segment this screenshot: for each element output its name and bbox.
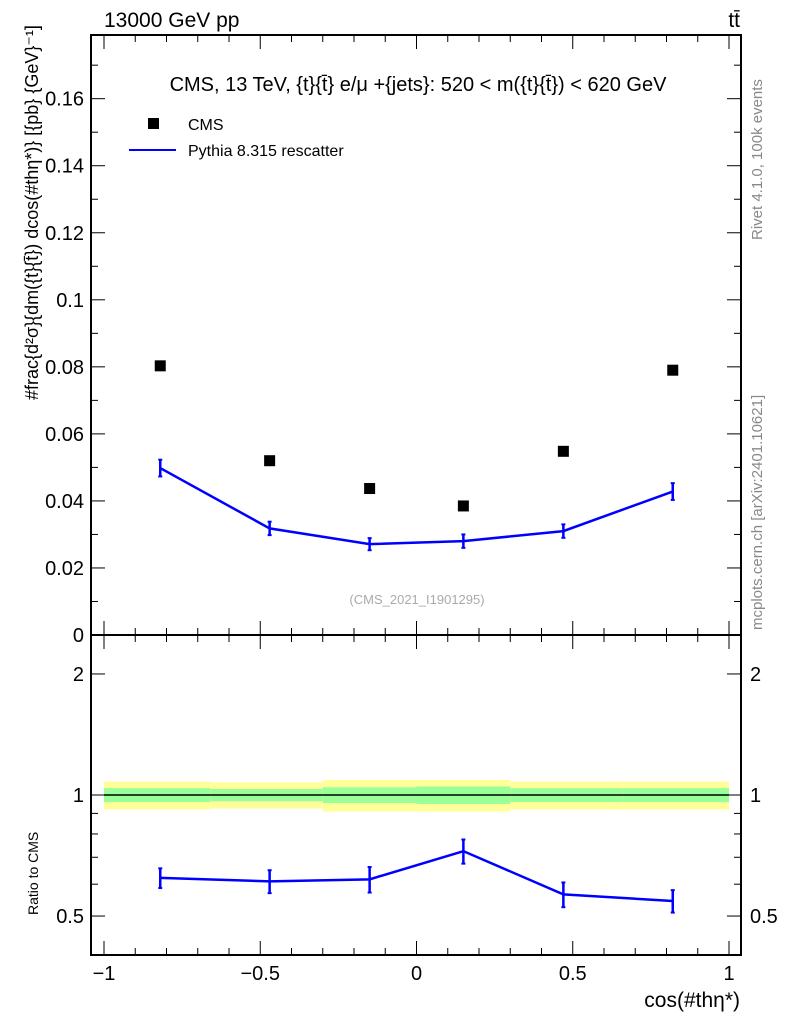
x-tick-label: −0.5 (241, 963, 280, 985)
x-tick-label: 0 (411, 963, 422, 985)
header-right: tt̄ (728, 9, 740, 32)
cms-data-point (457, 500, 469, 512)
cms-data-point (667, 364, 679, 376)
ratio-line (160, 849, 673, 903)
cms-data-point (557, 445, 569, 457)
legend: CMS Pythia 8.315 rescatter (129, 117, 344, 160)
y-tick-label: 0.14 (45, 156, 84, 178)
y-tick-label-right: 0.5 (750, 906, 778, 928)
x-axis-label: cos(#thη*) (644, 989, 740, 1012)
y-tick-label: 1 (73, 785, 84, 807)
x-tick-label: 1 (723, 963, 734, 985)
pythia-line (159, 466, 674, 546)
legend-cms-label: CMS (188, 117, 224, 134)
y-tick-label-right: 1 (750, 785, 761, 807)
y-tick-label: 0.06 (45, 424, 84, 446)
y-tick-label: 0.02 (45, 558, 84, 580)
ratio-y-label: Ratio to CMS (25, 832, 41, 915)
cms-data-point (264, 455, 276, 467)
y-tick-label-right: 2 (750, 664, 761, 686)
y-tick-label: 0.16 (45, 89, 84, 111)
x-tick-label: −1 (93, 963, 116, 985)
ratio-frame (90, 634, 742, 956)
cms-data-point (364, 483, 376, 495)
side-mcplots: mcplots.cern.ch [arXiv:2401.10621] (749, 395, 766, 630)
y-tick-label: 0 (73, 625, 84, 647)
header-left: 13000 GeV pp (104, 9, 239, 32)
y-tick-label: 0.08 (45, 357, 84, 379)
ratio-panel: −1 −0.5 0 0.5 1 0.5 0.5 1 1 2 2 (56, 635, 778, 985)
main-panel: 0 0.02 0.04 0.06 0.08 0.1 0.12 0.14 0.16 (45, 35, 741, 647)
y-tick-label: 0.12 (45, 223, 84, 245)
x-tick-label: 0.5 (559, 963, 587, 985)
cms-data-point (154, 360, 166, 372)
legend-cms-marker (148, 118, 159, 129)
y-tick-label: 2 (73, 664, 84, 686)
y-tick-label: 0.5 (56, 906, 84, 928)
legend-pythia-label: Pythia 8.315 rescatter (188, 143, 344, 160)
watermark: (CMS_2021_I1901295) (349, 592, 484, 607)
y-tick-label: 0.04 (45, 491, 84, 513)
y-tick-label: 0.1 (56, 290, 84, 312)
y-axis-label: #frac{d²σ}{dm({t}{t̄}) dcos(#thη*)} [{pb… (22, 25, 42, 400)
chart-title: CMS, 13 TeV, {t}{t̄} e/μ +{jets}: 520 < … (170, 74, 668, 96)
side-rivet-text: Rivet 4.1.0, 100k events (749, 79, 766, 240)
